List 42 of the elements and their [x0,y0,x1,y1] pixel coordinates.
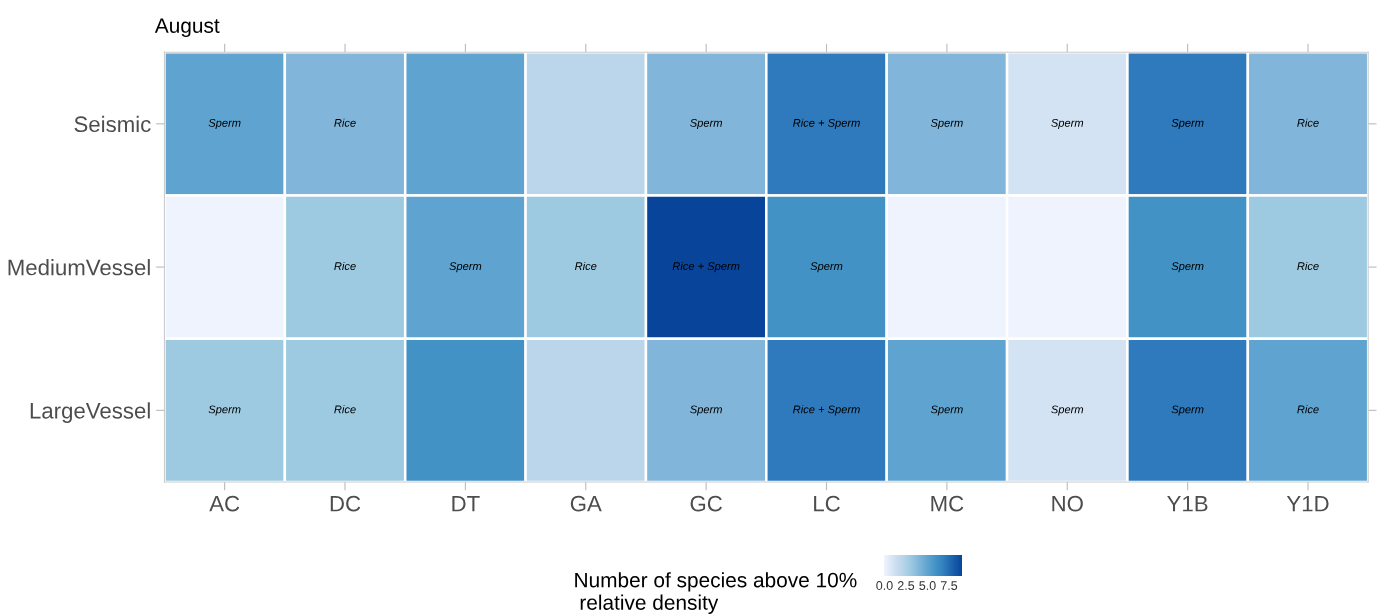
data-label: Rice [334,261,356,271]
data-label: Rice + Sperm [672,261,740,273]
data-label: Sperm [930,405,963,416]
data-label: Sperm [690,118,722,129]
data-label: Sperm [930,118,963,129]
chart-title: August [154,18,220,38]
data-label: Sperm [690,405,722,416]
data-label: Rice + Sperm [793,405,860,416]
data-label: Rice [334,118,356,127]
data-label: Sperm [1051,118,1084,129]
color-bar-label: 0.0 [876,581,893,590]
x-tick-label: DT [452,496,480,512]
x-tick-label: DC [330,495,361,512]
data-label: Rice [334,405,356,414]
color-bar-label: 5.0 [919,581,936,590]
color-bar-title: Number of species above 10% relative density [575,572,857,614]
y-tick-label: LargeVessel [30,402,150,424]
data-label: Sperm [208,118,241,129]
data-label: Sperm [449,262,482,273]
data-label: Rice [1297,405,1319,414]
data-label: Sperm [1171,118,1204,129]
y-tick-label: MediumVessel [8,259,150,276]
y-tick-label: Seismic [74,115,151,133]
x-tick-label: AC [209,495,240,512]
color-bar-label: 2.5 [897,581,915,590]
x-tick-label: GC [690,495,722,512]
data-label: Sperm [1051,405,1084,416]
x-tick-label: Y1B [1167,496,1208,512]
x-tick-label: GA [570,495,602,512]
data-label: Rice [574,261,597,271]
x-tick-label: NO [1052,495,1083,512]
color-bar-label: 7.5 [940,581,958,590]
data-label: Sperm [208,405,241,416]
data-label: Rice [1297,118,1319,127]
data-label: Sperm [810,262,843,273]
data-label: Rice [1297,261,1319,271]
x-tick-label: Y1D [1286,496,1329,512]
data-label: Sperm [1171,262,1204,273]
x-tick-label: MC [931,495,964,512]
data-label: Rice + Sperm [793,118,860,129]
x-tick-label: LC [814,495,840,512]
data-label: Sperm [1171,405,1204,416]
